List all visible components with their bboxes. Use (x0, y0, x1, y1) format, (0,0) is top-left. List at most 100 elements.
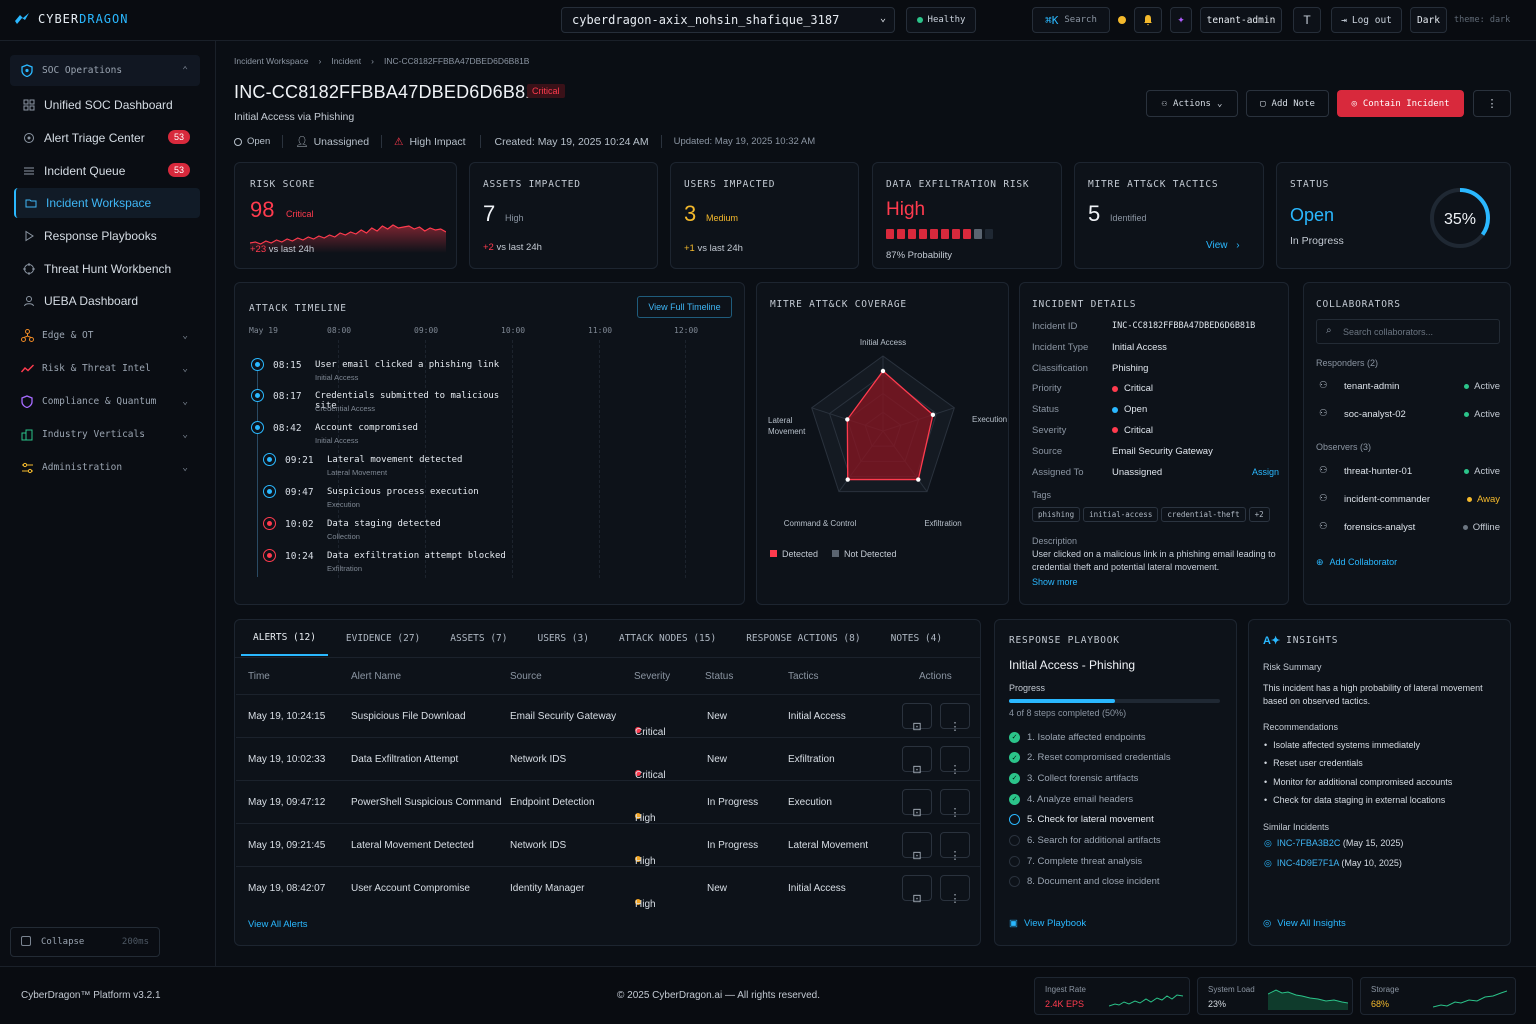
timeline-event[interactable]: 10:02 Data staging detected Collection (263, 516, 523, 546)
show-more-link[interactable]: Show more (1032, 577, 1078, 587)
sidebar-item-unified-soc-dashboard[interactable]: Unified SOC Dashboard (14, 90, 200, 120)
brand-logo[interactable]: CYBERDRAGON (14, 12, 128, 26)
view-alert-button[interactable]: ⊡ (902, 875, 932, 905)
tab-response-actions[interactable]: RESPONSE ACTIONS (8) (746, 632, 861, 644)
timeline-event[interactable]: 09:47 Suspicious process execution Executi… (263, 484, 523, 514)
table-row[interactable]: May 19, 09:47:12 PowerShell Suspicious Co… (236, 780, 980, 824)
add-note-label: Add Note (1271, 98, 1315, 109)
collaborator-row[interactable]: ⚇ tenant-admin Active (1316, 380, 1500, 400)
playbook-step[interactable]: 5. Check for lateral movement (1009, 811, 1154, 829)
presence-dot-icon (1464, 468, 1470, 474)
alert-menu-button[interactable]: ⋮ (940, 703, 970, 733)
view-alert-button[interactable]: ⊡ (902, 789, 932, 819)
collaborator-row[interactable]: ⚇ forensics-analyst Offline (1316, 521, 1500, 541)
nav-group-administration[interactable]: Administration ⌄ (10, 452, 200, 483)
collaborator-row[interactable]: ⚇ soc-analyst-02 Active (1316, 408, 1500, 428)
playbook-step[interactable]: ✓ 2. Reset compromised credentials (1009, 749, 1171, 767)
nav-group-soc-operations[interactable]: SOC Operations ⌃ (10, 55, 200, 86)
timeline-event[interactable]: 09:21 Lateral movement detected Lateral Mo… (263, 452, 523, 482)
search-button[interactable]: ⌘K Search (1032, 7, 1110, 33)
tab-attack-nodes[interactable]: ATTACK NODES (15) (618, 632, 717, 644)
collaborator-status: Offline (1462, 522, 1500, 533)
tag[interactable]: initial-access (1083, 507, 1159, 522)
view-alert-button[interactable]: ⊡ (902, 703, 932, 733)
alert-menu-button[interactable]: ⋮ (940, 789, 970, 819)
nav-group-compliance-quantum[interactable]: Compliance & Quantum ⌄ (10, 386, 200, 417)
tab-evidence[interactable]: EVIDENCE (27) (345, 632, 421, 644)
contain-incident-button[interactable]: ◎ Contain Incident (1337, 90, 1464, 117)
timeline-event[interactable]: 08:15 User email clicked a phishing link I… (251, 357, 511, 387)
observers-label: Observers (3) (1316, 442, 1372, 452)
sidebar-item-ueba-dashboard[interactable]: UEBA Dashboard (14, 286, 200, 316)
tab-assets[interactable]: ASSETS (7) (450, 632, 508, 644)
nav-group-industry-verticals[interactable]: Industry Verticals ⌄ (10, 419, 200, 450)
alert-menu-button[interactable]: ⋮ (940, 832, 970, 862)
theme-toggle[interactable]: Dark (1410, 7, 1447, 33)
alert-menu-button[interactable]: ⋮ (940, 746, 970, 776)
tag[interactable]: credential-theft (1161, 507, 1246, 522)
sidebar-item-response-playbooks[interactable]: Response Playbooks (14, 221, 200, 251)
text-size-button[interactable]: T (1293, 7, 1321, 33)
view-alert-button[interactable]: ⊡ (902, 746, 932, 776)
logout-button[interactable]: ⇥ Log out (1331, 7, 1402, 33)
playbook-step[interactable]: 6. Search for additional artifacts (1009, 832, 1161, 850)
incident-icon: ◎ (1264, 858, 1272, 868)
nav-group-edge-ot[interactable]: Edge & OT ⌄ (10, 320, 200, 351)
actions-dropdown-button[interactable]: ⚇ Actions ⌄ (1146, 90, 1238, 117)
ai-assistant-button[interactable]: ✦ (1170, 7, 1192, 33)
similar-incident[interactable]: ◎ INC-7FBA3B2C (May 15, 2025) (1264, 838, 1403, 849)
timeline-event[interactable]: 08:17 Credentials submitted to malicious … (251, 388, 511, 418)
table-row[interactable]: May 19, 10:02:33 Data Exfiltration Attemp… (236, 737, 980, 781)
similar-incident[interactable]: ◎ INC-4D9E7F1A (May 10, 2025) (1264, 858, 1402, 869)
collaborator-name: tenant-admin (1344, 381, 1400, 392)
collapse-sidebar-button[interactable]: Collapse 200ms (10, 927, 160, 957)
notifications-button[interactable] (1134, 7, 1162, 33)
timeline-event[interactable]: 08:42 Account compromised Initial Access (251, 420, 511, 450)
detail-value-text: Open (1124, 404, 1148, 416)
collaborator-row[interactable]: ⚇ threat-hunter-01 Active (1316, 465, 1500, 485)
timeline-event[interactable]: 10:24 Data exfiltration attempt blocked Ex… (263, 548, 523, 578)
collaborator-row[interactable]: ⚇ incident-commander Away (1316, 493, 1500, 513)
playbook-step[interactable]: ✓ 3. Collect forensic artifacts (1009, 769, 1138, 787)
table-row[interactable]: May 19, 08:42:07 User Account Compromise I… (236, 866, 980, 910)
sidebar-item-alert-triage-center[interactable]: Alert Triage Center 53 (14, 123, 200, 153)
sidebar-item-threat-hunt-workbench[interactable]: Threat Hunt Workbench (14, 254, 200, 284)
playbook-step[interactable]: 7. Complete threat analysis (1009, 852, 1142, 870)
view-playbook-link[interactable]: ▣ View Playbook (1009, 918, 1086, 929)
nav-group-risk-threat-intel[interactable]: Risk & Threat Intel ⌄ (10, 353, 200, 384)
tag[interactable]: phishing (1032, 507, 1081, 522)
playbook-step[interactable]: ✓ 4. Analyze email headers (1009, 790, 1133, 808)
playbook-step[interactable]: 8. Document and close incident (1009, 873, 1160, 891)
tab-alerts[interactable]: ALERTS (12) (241, 620, 328, 656)
table-row[interactable]: May 19, 10:24:15 Suspicious File Download… (236, 694, 980, 738)
table-row[interactable]: May 19, 09:21:45 Lateral Movement Detecte… (236, 823, 980, 867)
add-collaborator-button[interactable]: ⊕ Add Collaborator (1316, 557, 1397, 568)
note-icon: ▢ (1260, 98, 1266, 109)
kpi-text: In Progress (1290, 235, 1344, 247)
view-alert-button[interactable]: ⊡ (902, 832, 932, 862)
playbook-step[interactable]: ✓ 1. Isolate affected endpoints (1009, 728, 1146, 746)
detail-row: Severity Critical (1032, 425, 1282, 441)
view-all-insights-link[interactable]: ◎ View All Insights (1263, 918, 1346, 929)
view-all-alerts-link[interactable]: View All Alerts (248, 919, 308, 930)
cell-name: Lateral Movement Detected (351, 840, 474, 851)
breadcrumb-item[interactable]: Incident (331, 56, 362, 66)
assign-link[interactable]: Assign (1252, 467, 1280, 477)
view-full-timeline-button[interactable]: View Full Timeline (637, 296, 732, 318)
status-dot-icon (1112, 385, 1118, 392)
breadcrumb-item[interactable]: Incident Workspace (234, 56, 309, 66)
tab-users[interactable]: USERS (3) (537, 632, 589, 644)
radar-axis-label: Lateral (768, 416, 793, 425)
collaborator-search-input[interactable]: ⌕ Search collaborators... (1316, 319, 1500, 344)
view-tactics-link[interactable]: View › (1206, 240, 1240, 251)
sidebar-item-incident-workspace[interactable]: Incident Workspace (14, 188, 200, 218)
sidebar-item-incident-queue[interactable]: Incident Queue 53 (14, 156, 200, 186)
alert-menu-button[interactable]: ⋮ (940, 875, 970, 905)
cell-time: May 19, 09:47:12 (248, 797, 326, 808)
tab-notes[interactable]: NOTES (4) (890, 632, 943, 644)
more-options-button[interactable]: ⋮ (1473, 90, 1511, 117)
tag-more[interactable]: +2 (1248, 507, 1270, 522)
tenant-select[interactable]: cyberdragon-axix_nohsin_shafique_3187 ⌄ (561, 7, 895, 33)
tenant-user-button[interactable]: tenant-admin (1200, 7, 1282, 33)
add-note-button[interactable]: ▢ Add Note (1246, 90, 1329, 117)
